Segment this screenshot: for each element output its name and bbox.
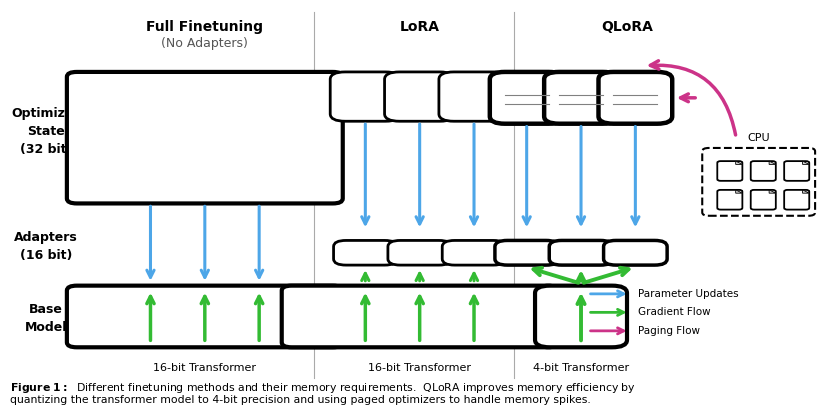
Text: LoRA: LoRA: [400, 20, 440, 34]
FancyBboxPatch shape: [334, 240, 397, 265]
Polygon shape: [803, 161, 809, 164]
FancyBboxPatch shape: [717, 161, 742, 181]
Text: Optimizer
State
(32 bit): Optimizer State (32 bit): [12, 107, 80, 156]
Polygon shape: [736, 190, 742, 193]
Text: (No Adapters): (No Adapters): [161, 37, 248, 50]
Polygon shape: [736, 161, 742, 164]
FancyBboxPatch shape: [439, 72, 509, 121]
FancyBboxPatch shape: [442, 240, 506, 265]
Text: Gradient Flow: Gradient Flow: [638, 307, 711, 317]
FancyBboxPatch shape: [784, 161, 809, 181]
Text: 4-bit Transformer: 4-bit Transformer: [533, 363, 629, 373]
FancyBboxPatch shape: [67, 72, 343, 203]
FancyBboxPatch shape: [535, 286, 627, 347]
FancyBboxPatch shape: [751, 161, 776, 181]
FancyBboxPatch shape: [784, 190, 809, 210]
FancyBboxPatch shape: [67, 286, 343, 347]
FancyBboxPatch shape: [388, 240, 451, 265]
FancyBboxPatch shape: [330, 72, 400, 121]
FancyBboxPatch shape: [385, 72, 455, 121]
Text: Adapters
(16 bit): Adapters (16 bit): [14, 231, 78, 262]
FancyBboxPatch shape: [599, 72, 672, 124]
Text: Full Finetuning: Full Finetuning: [146, 20, 263, 34]
Polygon shape: [803, 190, 809, 193]
FancyBboxPatch shape: [282, 286, 558, 347]
Polygon shape: [769, 161, 776, 164]
Text: CPU: CPU: [747, 133, 770, 143]
Text: Paging Flow: Paging Flow: [638, 326, 700, 336]
FancyBboxPatch shape: [751, 190, 776, 210]
FancyBboxPatch shape: [549, 240, 613, 265]
Text: Base
Model: Base Model: [25, 303, 67, 334]
FancyBboxPatch shape: [604, 240, 667, 265]
Text: QLoRA: QLoRA: [601, 20, 653, 34]
Text: 16-bit Transformer: 16-bit Transformer: [153, 363, 257, 373]
FancyBboxPatch shape: [495, 240, 558, 265]
Polygon shape: [769, 190, 776, 193]
Text: 16-bit Transformer: 16-bit Transformer: [368, 363, 472, 373]
FancyBboxPatch shape: [702, 148, 815, 216]
FancyBboxPatch shape: [717, 190, 742, 210]
Text: $\mathbf{Figure\ 1:}$  Different finetuning methods and their memory requirement: $\mathbf{Figure\ 1:}$ Different finetuni…: [10, 381, 636, 395]
Text: Parameter Updates: Parameter Updates: [638, 289, 738, 299]
FancyBboxPatch shape: [490, 72, 563, 124]
Text: quantizing the transformer model to 4-bit precision and using paged optimizers t: quantizing the transformer model to 4-bi…: [10, 395, 591, 404]
FancyBboxPatch shape: [544, 72, 618, 124]
